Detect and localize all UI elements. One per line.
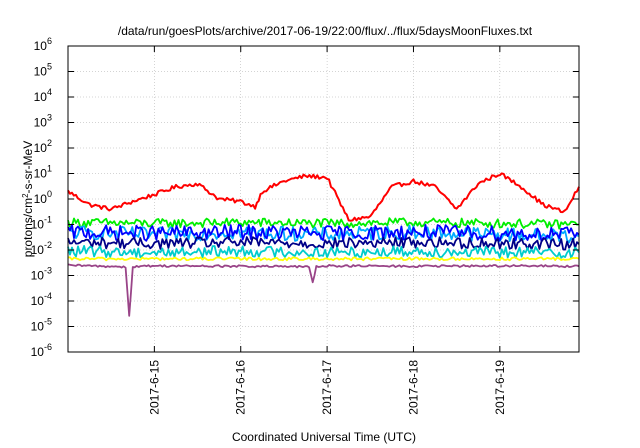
series-line [67,256,580,262]
y-tick-label: 10-1 [31,215,52,232]
chart-title: /data/run/goesPlots/archive/2017-06-19/2… [118,24,533,38]
y-tick-label: 106 [34,36,52,53]
series-line [67,172,580,222]
x-tick-label: 2017-6-18 [406,360,420,415]
x-tick-label: 2017-6-17 [320,360,334,415]
y-tick-label: 101 [34,164,52,181]
series-line [67,263,580,317]
x-tick-label: 2017-6-16 [234,360,248,415]
y-axis-label: protons/cm2-s-sr-MeV [21,141,35,257]
y-tick-label: 105 [34,62,52,79]
y-tick-label: 10-5 [31,317,52,334]
y-tick-label: 103 [34,113,52,130]
series-line [67,217,580,230]
y-tick-label: 10-4 [31,291,52,308]
y-tick-label: 102 [34,138,52,155]
y-tick-label: 10-6 [31,342,52,359]
series-line [67,244,580,259]
y-tick-label: 10-2 [31,240,52,257]
x-axis-ticks: 2017-6-15 2017-6-16 2017-6-17 2017-6-18 2017… [147,46,507,415]
x-axis-label: Coordinated Universal Time (UTC) [232,430,416,444]
series-line [67,236,580,251]
y-tick-label: 10-3 [31,266,52,283]
x-tick-label: 2017-6-15 [147,360,161,415]
grid [68,46,579,352]
x-tick-label: 2017-6-19 [493,360,507,415]
y-axis-ticks: 10-6 10-5 10-4 10-3 10-2 10-1 100 101 102 103 104 1… [31,36,579,359]
y-tick-label: 100 [34,189,52,206]
y-tick-label: 104 [34,87,52,104]
series-line [67,223,580,242]
series-lines [67,172,580,317]
